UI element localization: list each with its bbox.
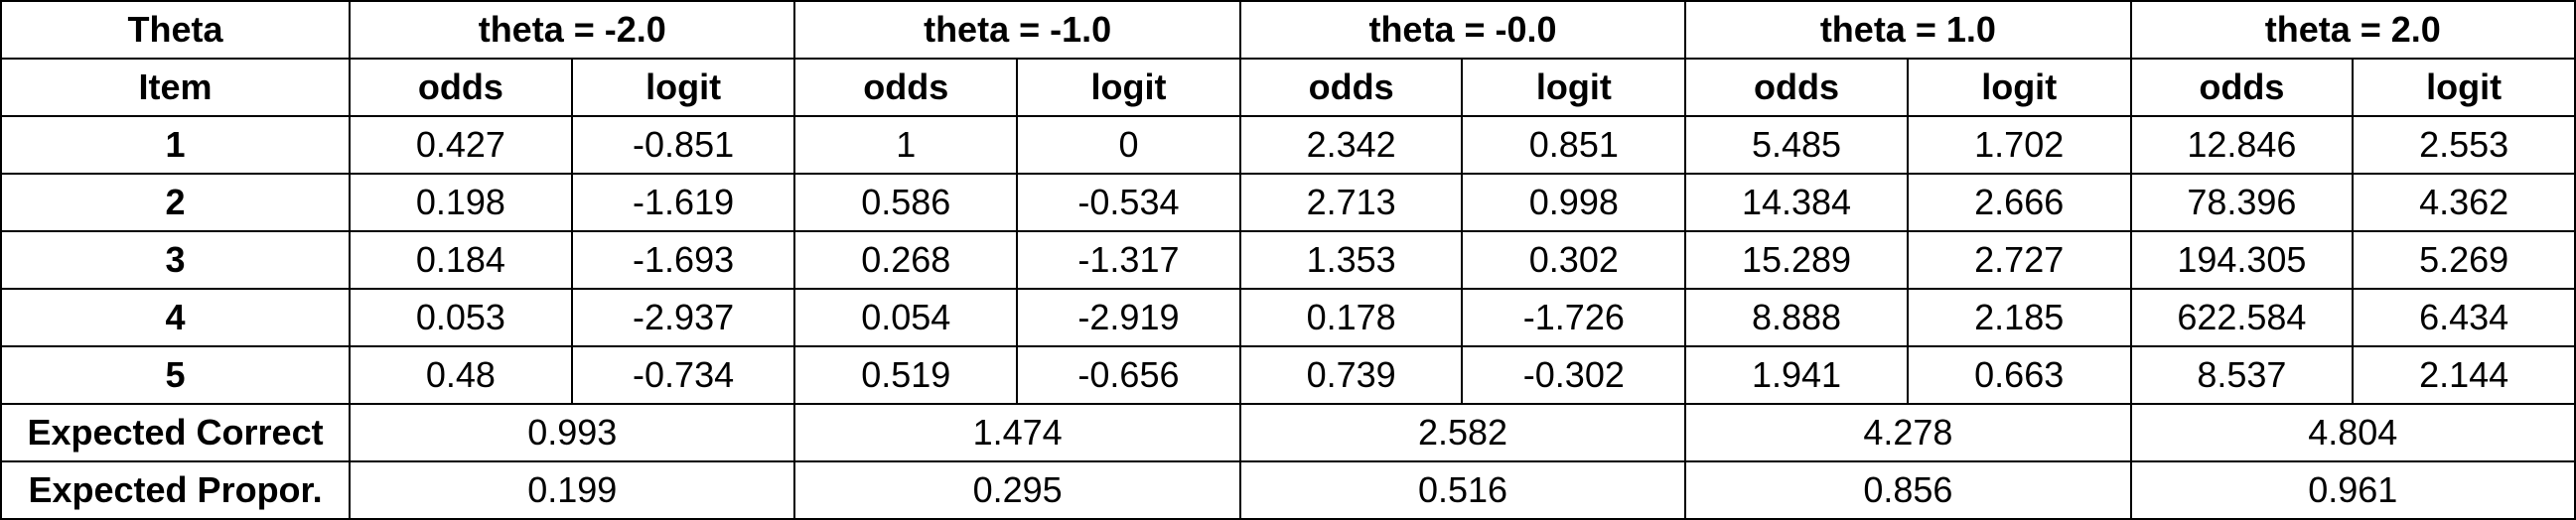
expected-proportion-row: Expected Propor. 0.199 0.295 0.516 0.856… bbox=[0, 460, 2576, 520]
logit-subheader: logit bbox=[1016, 58, 1241, 117]
odds-subheader: odds bbox=[2129, 58, 2355, 117]
logit-cell: 2.185 bbox=[1906, 288, 2132, 347]
odds-cell: 0.586 bbox=[793, 173, 1019, 232]
logit-cell: 2.144 bbox=[2352, 345, 2576, 405]
logit-cell: -0.534 bbox=[1016, 173, 1241, 232]
table-row: 1 0.427 -0.851 1 0 2.342 0.851 5.485 1.7… bbox=[0, 115, 2576, 175]
expected-correct-value: 4.278 bbox=[1684, 403, 2132, 462]
logit-cell: 2.666 bbox=[1906, 173, 2132, 232]
logit-cell: -0.734 bbox=[570, 345, 796, 405]
odds-cell: 5.485 bbox=[1684, 115, 1909, 175]
odds-cell: 78.396 bbox=[2129, 173, 2355, 232]
theta-group-header: theta = 2.0 bbox=[2129, 0, 2576, 60]
expected-correct-row: Expected Correct 0.993 1.474 2.582 4.278… bbox=[0, 403, 2576, 462]
theta-header: Theta bbox=[0, 0, 352, 60]
expected-correct-value: 2.582 bbox=[1238, 403, 1687, 462]
logit-cell: -1.693 bbox=[570, 230, 796, 290]
logit-cell: -1.726 bbox=[1461, 288, 1687, 347]
logit-subheader: logit bbox=[570, 58, 796, 117]
odds-cell: 12.846 bbox=[2129, 115, 2355, 175]
logit-subheader: logit bbox=[1906, 58, 2132, 117]
odds-cell: 0.268 bbox=[793, 230, 1019, 290]
logit-cell: 6.434 bbox=[2352, 288, 2576, 347]
logit-cell: -2.919 bbox=[1016, 288, 1241, 347]
item-header: Item bbox=[0, 58, 352, 117]
table-row: 2 0.198 -1.619 0.586 -0.534 2.713 0.998 … bbox=[0, 173, 2576, 232]
logit-cell: 0.998 bbox=[1461, 173, 1687, 232]
logit-cell: -1.317 bbox=[1016, 230, 1241, 290]
table-row: 3 0.184 -1.693 0.268 -1.317 1.353 0.302 … bbox=[0, 230, 2576, 290]
odds-cell: 0.053 bbox=[349, 288, 573, 347]
logit-cell: -0.302 bbox=[1461, 345, 1687, 405]
table-row: 5 0.48 -0.734 0.519 -0.656 0.739 -0.302 … bbox=[0, 345, 2576, 405]
expected-proportion-label: Expected Propor. bbox=[0, 460, 352, 520]
logit-cell: 0.663 bbox=[1906, 345, 2132, 405]
expected-proportion-value: 0.856 bbox=[1684, 460, 2132, 520]
logit-cell: -1.619 bbox=[570, 173, 796, 232]
item-number: 2 bbox=[0, 173, 352, 232]
theta-group-header: theta = 1.0 bbox=[1684, 0, 2132, 60]
theta-group-header: theta = -0.0 bbox=[1238, 0, 1687, 60]
logit-cell: 4.362 bbox=[2352, 173, 2576, 232]
logit-cell: 0 bbox=[1016, 115, 1241, 175]
expected-proportion-value: 0.199 bbox=[349, 460, 796, 520]
odds-cell: 622.584 bbox=[2129, 288, 2355, 347]
expected-proportion-value: 0.961 bbox=[2129, 460, 2576, 520]
theta-group-header: theta = -2.0 bbox=[349, 0, 796, 60]
expected-correct-value: 0.993 bbox=[349, 403, 796, 462]
odds-cell: 1.941 bbox=[1684, 345, 1909, 405]
odds-subheader: odds bbox=[793, 58, 1019, 117]
item-number: 3 bbox=[0, 230, 352, 290]
logit-subheader: logit bbox=[1461, 58, 1687, 117]
odds-cell: 0.054 bbox=[793, 288, 1019, 347]
odds-subheader: odds bbox=[349, 58, 573, 117]
logit-cell: -0.656 bbox=[1016, 345, 1241, 405]
logit-cell: 0.851 bbox=[1461, 115, 1687, 175]
odds-cell: 2.713 bbox=[1238, 173, 1464, 232]
odds-subheader: odds bbox=[1684, 58, 1909, 117]
odds-cell: 0.739 bbox=[1238, 345, 1464, 405]
logit-cell: -0.851 bbox=[570, 115, 796, 175]
logit-cell: 2.727 bbox=[1906, 230, 2132, 290]
item-number: 5 bbox=[0, 345, 352, 405]
odds-cell: 14.384 bbox=[1684, 173, 1909, 232]
odds-cell: 0.198 bbox=[349, 173, 573, 232]
odds-cell: 0.184 bbox=[349, 230, 573, 290]
odds-cell: 2.342 bbox=[1238, 115, 1464, 175]
odds-cell: 15.289 bbox=[1684, 230, 1909, 290]
logit-cell: 2.553 bbox=[2352, 115, 2576, 175]
expected-correct-value: 1.474 bbox=[793, 403, 1241, 462]
odds-cell: 0.519 bbox=[793, 345, 1019, 405]
expected-proportion-value: 0.295 bbox=[793, 460, 1241, 520]
theta-group-header: theta = -1.0 bbox=[793, 0, 1241, 60]
odds-cell: 1.353 bbox=[1238, 230, 1464, 290]
item-number: 1 bbox=[0, 115, 352, 175]
odds-cell: 0.48 bbox=[349, 345, 573, 405]
odds-cell: 194.305 bbox=[2129, 230, 2355, 290]
expected-proportion-value: 0.516 bbox=[1238, 460, 1687, 520]
logit-subheader: logit bbox=[2352, 58, 2576, 117]
odds-cell: 8.888 bbox=[1684, 288, 1909, 347]
odds-cell: 0.178 bbox=[1238, 288, 1464, 347]
odds-cell: 0.427 bbox=[349, 115, 573, 175]
header-row-theta: Theta theta = -2.0 theta = -1.0 theta = … bbox=[0, 0, 2576, 60]
logit-cell: -2.937 bbox=[570, 288, 796, 347]
item-number: 4 bbox=[0, 288, 352, 347]
odds-cell: 8.537 bbox=[2129, 345, 2355, 405]
odds-subheader: odds bbox=[1238, 58, 1464, 117]
table-row: 4 0.053 -2.937 0.054 -2.919 0.178 -1.726… bbox=[0, 288, 2576, 347]
expected-correct-label: Expected Correct bbox=[0, 403, 352, 462]
logit-cell: 0.302 bbox=[1461, 230, 1687, 290]
expected-correct-value: 4.804 bbox=[2129, 403, 2576, 462]
logit-cell: 1.702 bbox=[1906, 115, 2132, 175]
logit-cell: 5.269 bbox=[2352, 230, 2576, 290]
odds-cell: 1 bbox=[793, 115, 1019, 175]
header-row-item: Item odds logit odds logit odds logit od… bbox=[0, 58, 2576, 117]
